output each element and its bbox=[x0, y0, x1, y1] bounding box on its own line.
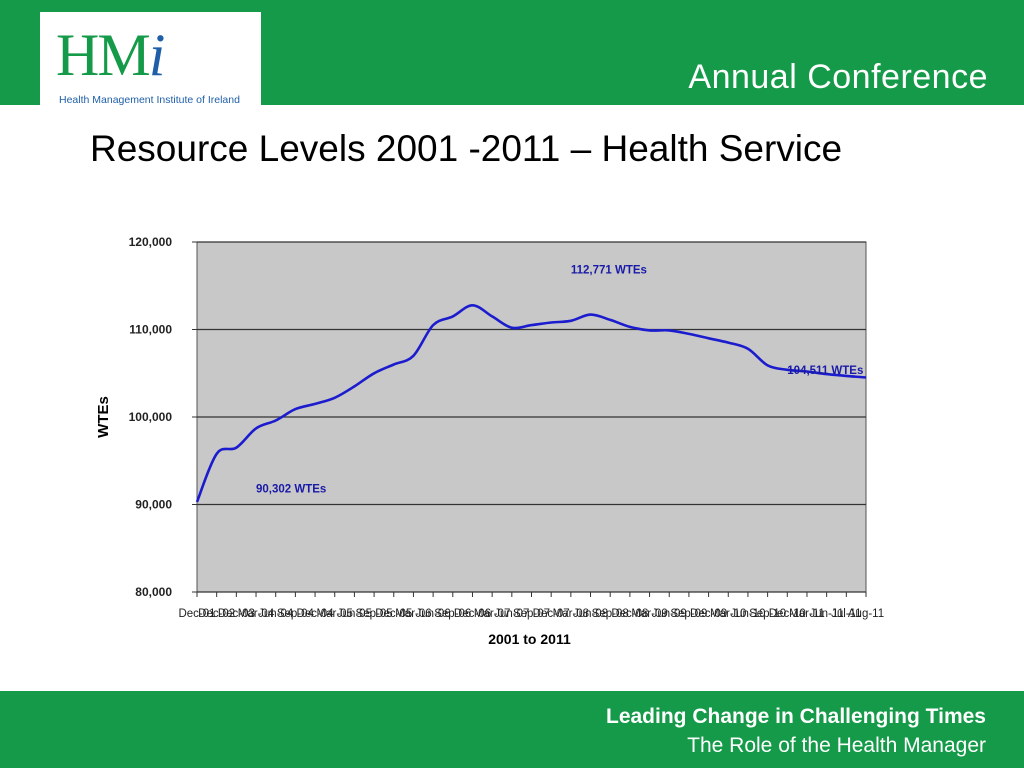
x-tick-label: Mar-11 bbox=[789, 608, 825, 620]
logo-wordmark: HMi bbox=[56, 20, 166, 90]
x-tick-label: Dec-04 bbox=[297, 608, 335, 620]
logo-letters: HM bbox=[56, 22, 151, 88]
x-tick-label: Dec-10 bbox=[769, 608, 806, 620]
x-tick-label: Sep-05 bbox=[356, 608, 393, 620]
footer-band bbox=[0, 691, 1024, 768]
wte-series-line bbox=[195, 304, 867, 503]
x-tick-label: Sep-08 bbox=[592, 608, 629, 620]
x-tick-label: Dec-08 bbox=[611, 608, 648, 620]
y-tick-label: 110,000 bbox=[129, 323, 172, 337]
footer-slogan: Leading Change in Challenging Times bbox=[606, 705, 986, 728]
slide-title: Resource Levels 2001 -2011 – Health Serv… bbox=[90, 128, 843, 169]
x-tick-label: Jun-05 bbox=[337, 608, 372, 620]
x-tick-label: Dec-07 bbox=[533, 608, 570, 620]
x-tick-label: Aug-11 bbox=[848, 608, 884, 620]
x-axis-title: 2001 to 2011 bbox=[488, 631, 571, 647]
x-tick-label: Jun-10 bbox=[730, 608, 765, 620]
x-tick-label: Dec-02 bbox=[198, 608, 235, 620]
x-tick-label: Jun-09 bbox=[652, 608, 687, 620]
hmi-logo: HMi Health Management Institute of Irela… bbox=[40, 12, 261, 107]
logo-swirl-i: i bbox=[148, 22, 166, 88]
x-tick-label: Jun-06 bbox=[416, 608, 451, 620]
x-tick-label: Sep-10 bbox=[749, 608, 786, 620]
x-tick-label: Mar-10 bbox=[710, 608, 746, 620]
x-tick-label: Sep-07 bbox=[513, 608, 550, 620]
logo-tagline: Health Management Institute of Ireland bbox=[59, 94, 240, 106]
x-tick-label: Sep-04 bbox=[277, 608, 315, 620]
y-axis-title: WTEs bbox=[95, 396, 112, 438]
x-tick-label: Sep-09 bbox=[670, 608, 707, 620]
y-tick-label: 100,000 bbox=[129, 410, 173, 424]
conference-title: Annual Conference bbox=[688, 58, 988, 96]
x-tick-label: Mar-04 bbox=[238, 608, 275, 620]
x-tick-label: Dec-05 bbox=[375, 608, 412, 620]
x-tick-label: Mar-08 bbox=[553, 608, 589, 620]
x-tick-label: Jun-07 bbox=[494, 608, 529, 620]
x-tick-label: Mar-06 bbox=[395, 608, 431, 620]
x-tick-label: Jun-11 bbox=[809, 608, 843, 620]
y-tick-label: 120,000 bbox=[129, 235, 173, 249]
x-tick-label: Mar-07 bbox=[474, 608, 510, 620]
x-tick-label: Jun-08 bbox=[573, 608, 608, 620]
x-tick-label: Mar-05 bbox=[317, 608, 353, 620]
data-label: 104,511 WTEs bbox=[787, 365, 863, 377]
footer-subtitle: The Role of the Health Manager bbox=[687, 734, 986, 757]
y-tick-label: 90,000 bbox=[135, 498, 172, 512]
x-tick-label: Jul-11 bbox=[831, 608, 861, 620]
x-tick-label: Sep-06 bbox=[434, 608, 471, 620]
x-tick-label: Dec-03 bbox=[218, 608, 255, 620]
x-tick-label: Dec-09 bbox=[690, 608, 727, 620]
x-tick-label: Dec-06 bbox=[454, 608, 491, 620]
x-tick-label: Mar-09 bbox=[631, 608, 667, 620]
x-tick-label: Jun-04 bbox=[258, 608, 294, 620]
x-tick-label: Dec-01 bbox=[178, 608, 215, 620]
y-tick-label: 80,000 bbox=[135, 585, 172, 599]
data-label: 90,302 WTEs bbox=[256, 483, 326, 495]
data-label: 112,771 WTEs bbox=[571, 265, 647, 277]
